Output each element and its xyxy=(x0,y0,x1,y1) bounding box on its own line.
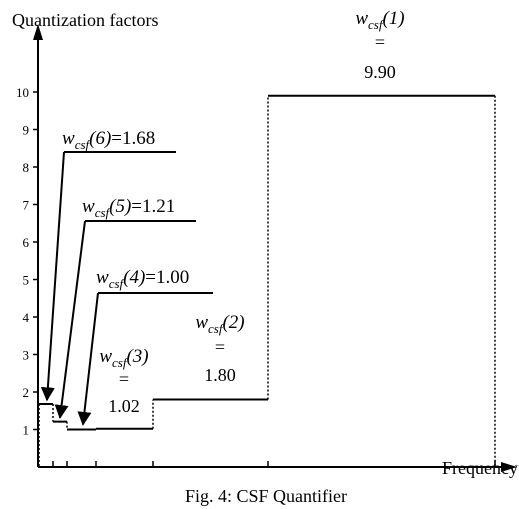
x-axis-arrowhead xyxy=(501,462,517,472)
y-tick-label: 1 xyxy=(23,423,30,438)
step-connectors xyxy=(38,95,496,467)
callout-lines xyxy=(40,151,213,426)
callout-arrow-6 xyxy=(40,151,65,402)
callout-arrow-4 xyxy=(77,292,99,426)
callout-arrow-5 xyxy=(54,220,86,420)
y-tick-label: 3 xyxy=(23,348,30,363)
label-formula-5: wcsf(5)=1.21 xyxy=(82,196,175,220)
y-tick-label: 7 xyxy=(23,198,30,213)
label-value-2: 1.80 xyxy=(204,365,236,385)
label-formula-3: wcsf(3) xyxy=(99,346,148,370)
value-labels: wcsf(6)=1.68wcsf(5)=1.21wcsf(4)=1.00wcsf… xyxy=(62,8,405,416)
y-tick-label: 9 xyxy=(23,123,30,138)
label-equals-2: = xyxy=(215,337,225,357)
label-equals-1: = xyxy=(375,32,385,52)
y-tick-label: 8 xyxy=(23,160,30,175)
y-axis-title: Quantization factors xyxy=(12,10,158,30)
step-segments xyxy=(38,94,495,431)
y-axis-arrowhead xyxy=(33,24,43,40)
y-ticks: 1 2 3 4 5 6 7 8 9 10 xyxy=(16,85,38,438)
y-tick-label: 5 xyxy=(23,273,30,288)
label-formula-4: wcsf(4)=1.00 xyxy=(96,267,189,291)
y-tick-label: 10 xyxy=(16,85,29,100)
y-tick-label: 6 xyxy=(23,235,30,250)
x-axis-title: Frequency xyxy=(442,458,518,478)
label-formula-1: wcsf(1) xyxy=(355,8,404,32)
figure-caption: Fig. 4: CSF Quantifier xyxy=(185,486,347,506)
axes xyxy=(33,24,517,472)
y-tick-label: 2 xyxy=(23,385,30,400)
label-formula-6: wcsf(6)=1.68 xyxy=(62,128,155,152)
label-equals-3: = xyxy=(119,369,129,389)
label-value-3: 1.02 xyxy=(108,396,140,416)
label-value-1: 9.90 xyxy=(364,62,396,82)
label-formula-2: wcsf(2) xyxy=(195,312,244,336)
y-tick-label: 4 xyxy=(23,310,30,325)
